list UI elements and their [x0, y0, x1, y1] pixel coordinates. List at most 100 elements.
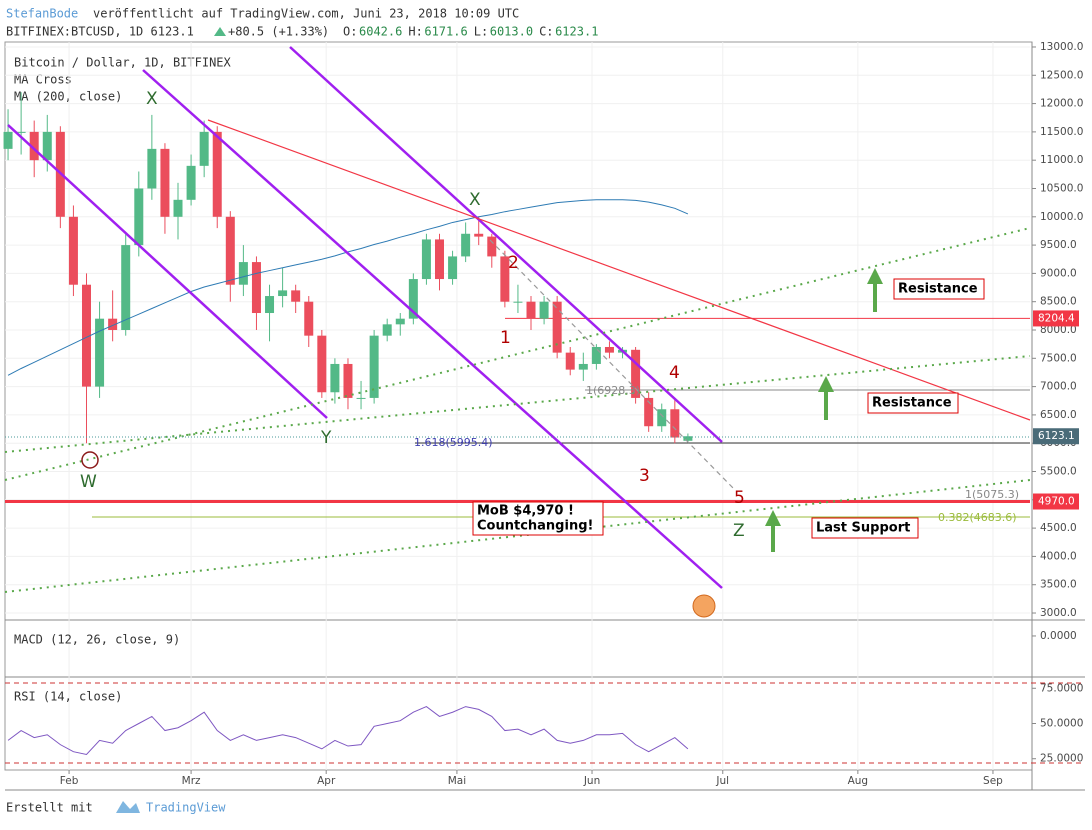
- candle-body: [382, 324, 392, 336]
- candle-body: [121, 245, 131, 330]
- y-tick-label: 9000.0: [1040, 267, 1077, 279]
- mob-label: Countchanging!: [477, 519, 593, 534]
- footer-brand[interactable]: TradingView: [146, 801, 226, 815]
- logo: [116, 801, 140, 813]
- candle-body: [461, 233, 471, 257]
- wave-label: Y: [320, 428, 332, 448]
- candle-body: [539, 301, 549, 319]
- candle-body: [173, 199, 183, 217]
- ohlc-value: 6171.6: [424, 25, 467, 39]
- candle-body: [644, 397, 654, 427]
- wave-labels: X Y W X 1 2 3 4 5 Z: [80, 89, 745, 541]
- candle-body: [591, 346, 601, 364]
- candle-body: [670, 409, 680, 438]
- footer-text: Erstellt mit: [6, 801, 93, 815]
- y-tick-label: 11500.0: [1040, 126, 1083, 138]
- wave-label: 5: [734, 488, 745, 508]
- candle-body: [552, 301, 562, 353]
- macd-tick-label: 0.0000: [1040, 630, 1077, 642]
- wave-label: W: [80, 472, 97, 492]
- candle-body: [526, 301, 536, 319]
- candle-body: [565, 352, 575, 370]
- candle-body: [108, 318, 118, 330]
- x-tick-label: Mrz: [182, 775, 201, 787]
- x-tick-label: Mai: [448, 775, 466, 787]
- x-tick-label: Jul: [715, 775, 729, 787]
- legend-entry: MA (200, close): [14, 90, 122, 104]
- wave-label: X: [469, 190, 481, 210]
- macd-label: MACD (12, 26, close, 9): [14, 633, 180, 647]
- fib-label: 1(6928.3): [586, 384, 640, 397]
- candle-body: [330, 363, 340, 393]
- fib-label: 1.618(5995.4): [414, 436, 493, 449]
- y-tick-label: 4500.0: [1040, 522, 1077, 534]
- y-tick-label: 12500.0: [1040, 69, 1083, 81]
- resistance-box: [867, 392, 959, 414]
- candle-body: [448, 256, 458, 280]
- header-change: +80.5 (+1.33%): [228, 25, 329, 39]
- candle-body: [95, 318, 105, 387]
- price-tag-label: 4970.0: [1038, 496, 1075, 508]
- rsi-tick-label: 25.0000: [1040, 753, 1083, 765]
- ohlc-value: 6123.1: [555, 25, 598, 39]
- candle-body: [356, 397, 366, 399]
- ohlc-key: L:: [474, 25, 488, 39]
- candle-body: [291, 290, 301, 302]
- wave-label: X: [146, 89, 158, 109]
- header-author[interactable]: StefanBode: [6, 7, 78, 21]
- mob-label: MoB $4,970 !: [477, 504, 574, 519]
- header-published: veröffentlicht auf TradingView.com, Juni…: [93, 7, 519, 21]
- candle-body: [42, 131, 52, 161]
- price-tag-label: 8204.4: [1038, 312, 1075, 324]
- y-tick-label: 11000.0: [1040, 154, 1083, 166]
- candle-body: [395, 318, 405, 325]
- candle-body: [474, 233, 484, 237]
- candle-body: [657, 409, 667, 427]
- ohlc: O: 6042.6 H: 6171.6 L: 6013.0 C: 6123.1: [343, 25, 598, 39]
- candle-body: [304, 301, 314, 336]
- y-tick-label: 6500.0: [1040, 409, 1077, 421]
- y-tick-label: 7000.0: [1040, 381, 1077, 393]
- candle-body: [16, 131, 26, 133]
- candle-body: [604, 346, 614, 353]
- rsi-label: RSI (14, close): [14, 690, 122, 704]
- candle-body: [238, 262, 248, 285]
- candle-body: [251, 262, 261, 314]
- candle-body: [29, 131, 39, 161]
- y-tick-label: 3000.0: [1040, 607, 1077, 619]
- wave-label: Z: [733, 521, 745, 541]
- candle-body: [683, 436, 693, 441]
- candle-body: [225, 216, 235, 285]
- candle-body: [317, 335, 327, 393]
- candle-body: [631, 349, 641, 398]
- candle-body: [134, 188, 144, 246]
- candle-body: [186, 165, 196, 200]
- resistance-label: Resistance: [898, 282, 978, 297]
- candle-body: [147, 148, 157, 189]
- price-tag: [1033, 310, 1079, 327]
- candle-body: [68, 216, 78, 285]
- candle-body: [81, 284, 91, 387]
- x-tick-label: Aug: [848, 775, 869, 787]
- wave-label: 2: [508, 253, 519, 273]
- candle-body: [408, 279, 418, 319]
- candle-body: [500, 256, 510, 302]
- header-symbol: BITFINEX:BTCUSD, 1D 6123.1: [6, 25, 194, 39]
- candle-body: [487, 236, 497, 257]
- y-tick-label: 7500.0: [1040, 352, 1077, 364]
- candle-body: [578, 363, 588, 370]
- candle-body: [199, 131, 209, 166]
- wave-label: 4: [669, 363, 680, 383]
- y-tick-label: 4000.0: [1040, 550, 1077, 562]
- support-label: Last Support: [816, 521, 910, 536]
- price-tag-label: 6123.1: [1038, 430, 1075, 442]
- y-tick-label: 9500.0: [1040, 239, 1077, 251]
- rsi-line: [7, 706, 689, 756]
- chart-title: Bitcoin / Dollar, 1D, BITFINEX: [14, 56, 232, 70]
- wave-label: 1: [500, 328, 511, 348]
- rsi-tick-label: 75.0000: [1040, 682, 1083, 694]
- candle-body: [513, 301, 523, 303]
- support-box: [811, 517, 919, 539]
- price-tag: [1033, 428, 1079, 445]
